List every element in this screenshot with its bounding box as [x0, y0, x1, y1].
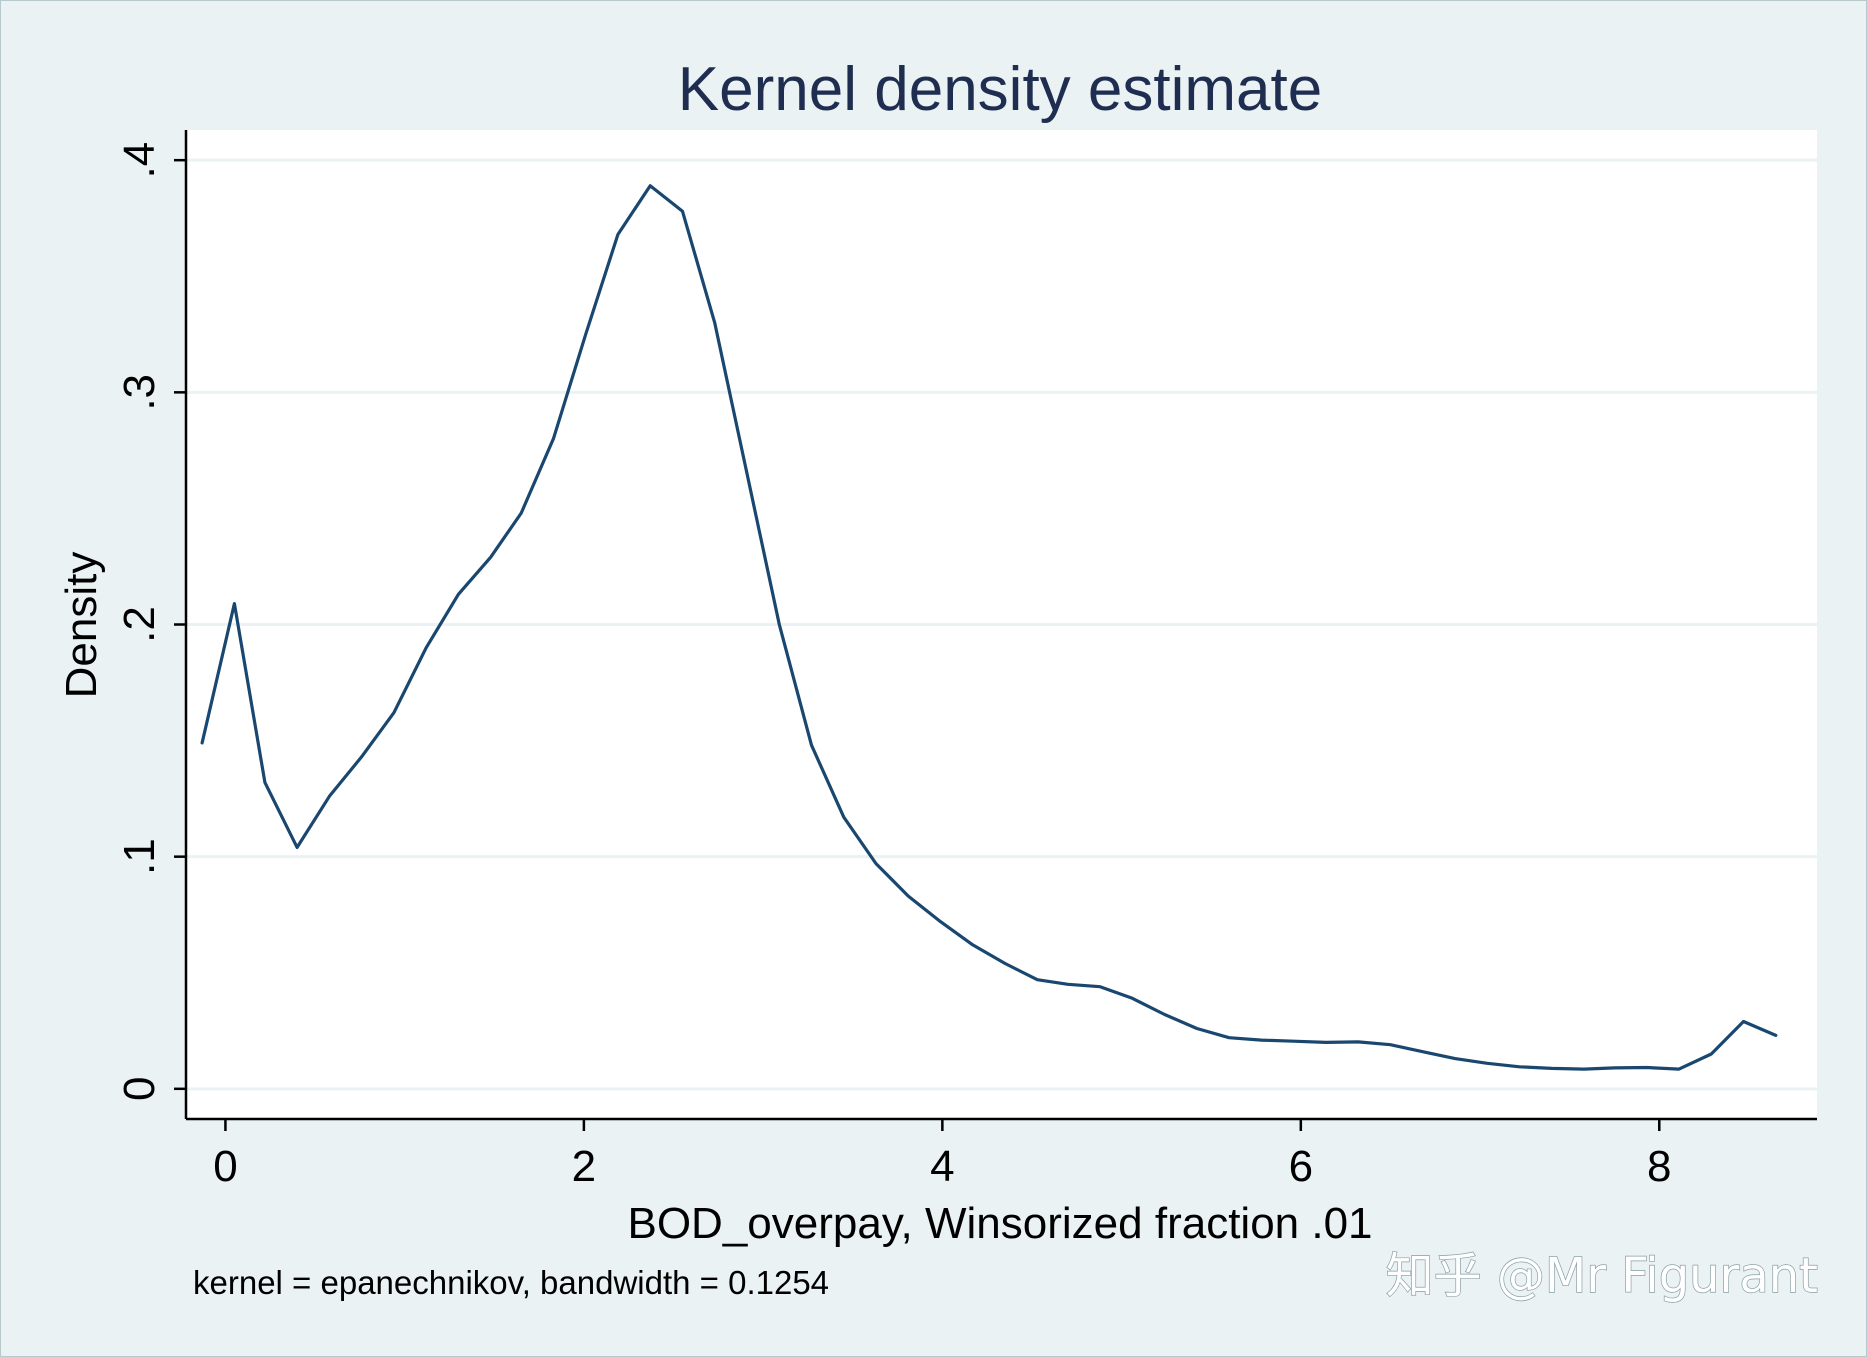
x-ticks: 0 2 4 6 8 — [213, 1119, 1672, 1191]
x-tick-label: 4 — [930, 1142, 954, 1191]
y-tick-label: .1 — [115, 838, 164, 875]
x-tick-label: 0 — [213, 1142, 237, 1191]
y-tick-label: .4 — [115, 142, 164, 179]
y-tick-label: 0 — [115, 1077, 164, 1101]
x-tick-label: 6 — [1289, 1142, 1313, 1191]
x-tick-label: 2 — [572, 1142, 596, 1191]
chart-note: kernel = epanechnikov, bandwidth = 0.125… — [193, 1264, 829, 1301]
y-tick-label: .3 — [115, 374, 164, 411]
density-line — [200, 184, 1778, 1071]
x-axis-label: BOD_overpay, Winsorized fraction .01 — [627, 1199, 1372, 1248]
series-layer — [200, 184, 1778, 1071]
y-tick-label: .2 — [115, 606, 164, 643]
grid-lines — [186, 158, 1817, 1091]
y-ticks: 0 .1 .2 .3 .4 — [115, 142, 186, 1101]
x-tick-label: 8 — [1647, 1142, 1671, 1191]
chart-title: Kernel density estimate — [678, 55, 1322, 124]
y-axis-label: Density — [57, 552, 106, 699]
watermark: 知乎 @Mr Figurant — [1386, 1248, 1818, 1304]
